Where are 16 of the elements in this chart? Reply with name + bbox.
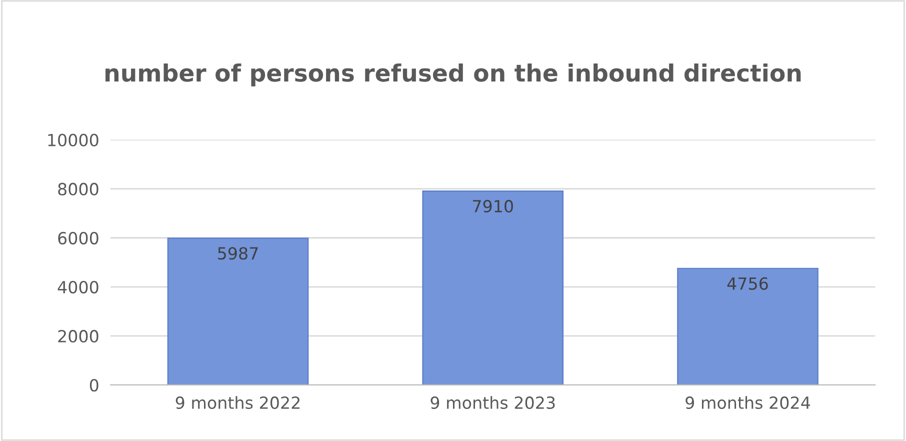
bar [422,190,564,385]
bar [167,238,309,385]
bar [677,268,818,385]
y-tick-label: 8000 [58,182,98,196]
x-tick-label: 9 months 2022 [176,396,300,410]
chart-title: number of persons refused on the inbound direction [106,64,801,86]
y-tick-label: 0 [90,378,98,392]
data-label: 5987 [218,247,258,260]
x-tick-label: 9 months 2023 [430,396,555,410]
x-tick-label: 9 months 2024 [686,396,810,410]
y-tick-label: 2000 [58,330,98,343]
y-tick-label: 6000 [58,232,98,244]
y-tick-label: 10000 [48,134,98,146]
data-label: 7910 [473,200,513,213]
y-tick-label: 4000 [58,280,98,294]
data-label: 4756 [727,277,768,290]
